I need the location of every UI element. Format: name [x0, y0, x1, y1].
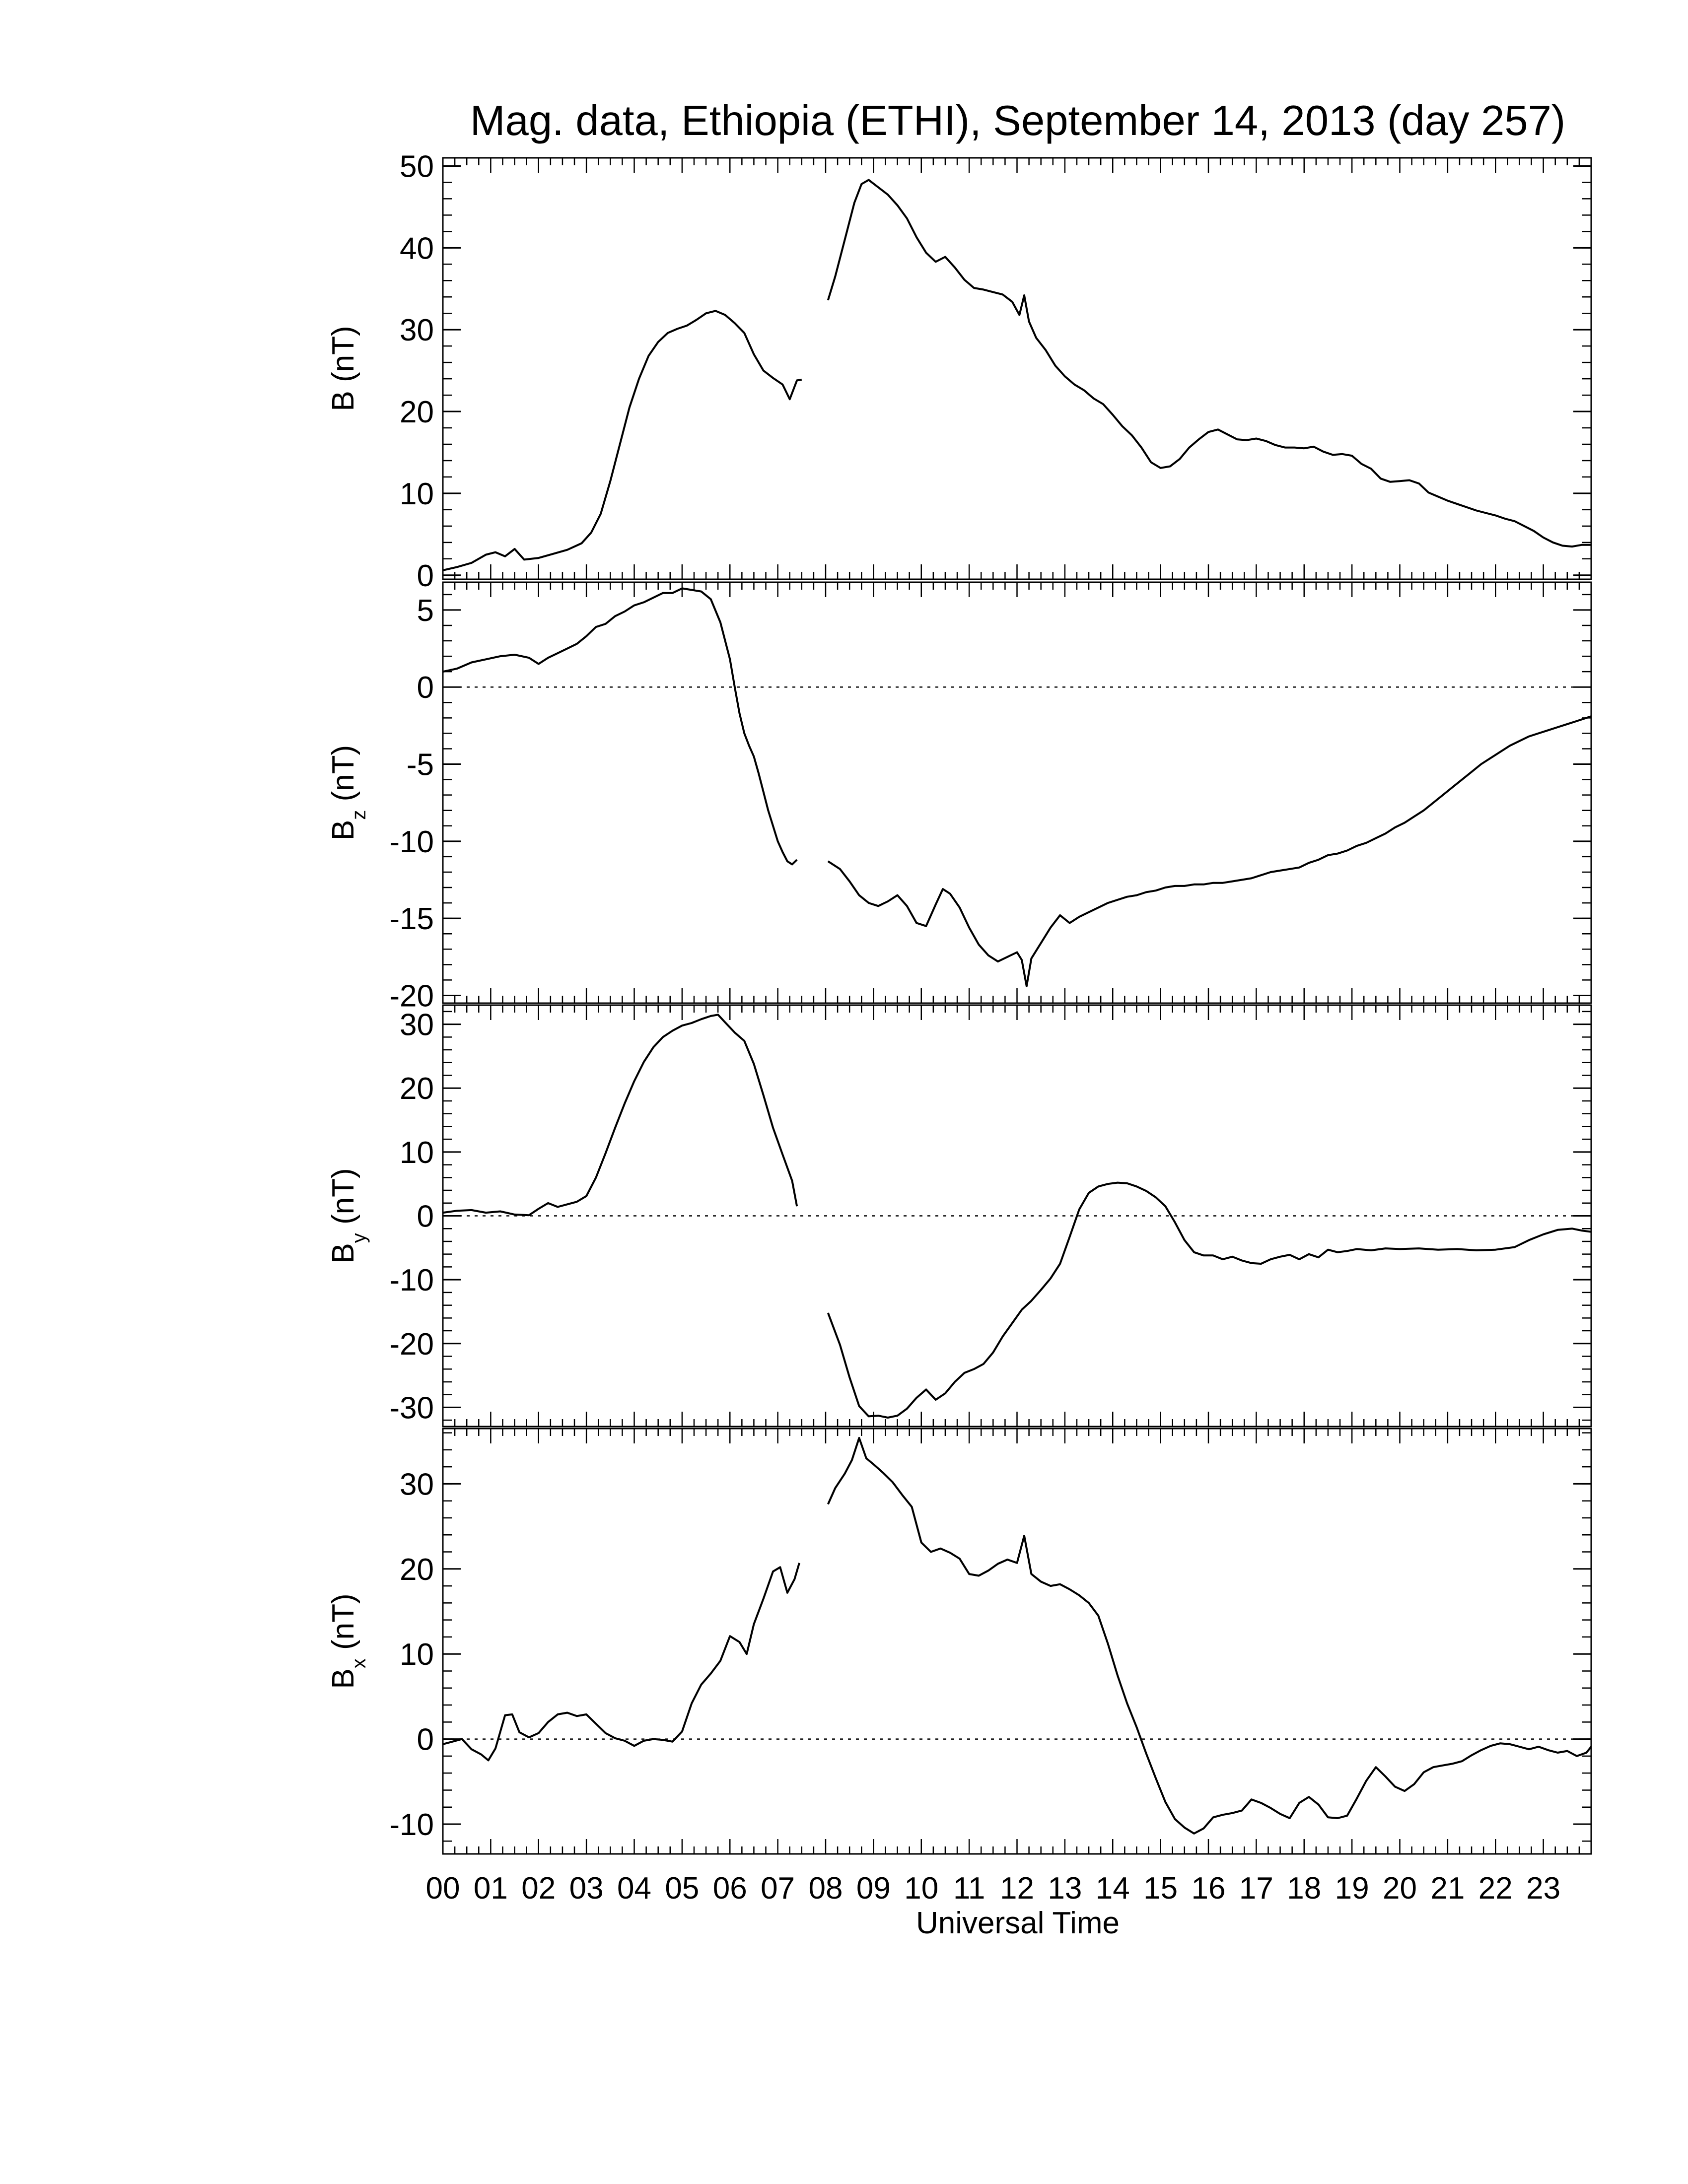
series-by-segment-2: [827, 1181, 1592, 1419]
panel-frame: [442, 581, 1592, 1004]
x-tick-labels: 00 01 02 03 04 05 06 07 08 09 10 11 12 13 14 15 16 17 18 19…: [426, 1871, 1561, 1906]
x-tick-label: 00: [426, 1871, 460, 1906]
series-bx-segment-1: [442, 1563, 800, 1762]
x-tick-label: 20: [1383, 1871, 1417, 1906]
series-by-segment-1: [442, 1014, 798, 1217]
y-axis-label-b: B (nT): [326, 326, 360, 411]
y-tick-label: 10: [400, 477, 434, 511]
y-tick-label: 20: [400, 1553, 434, 1587]
x-tick-label: 18: [1287, 1871, 1321, 1906]
series-bz-segment-2: [827, 715, 1592, 987]
x-tick-label: 08: [809, 1871, 843, 1906]
x-tick-label: 09: [856, 1871, 891, 1906]
chart-title: Mag. data, Ethiopia (ETHI), September 14…: [470, 97, 1565, 144]
y-tick-label: 30: [400, 1008, 434, 1042]
panel-frame: [442, 157, 1592, 580]
y-tick-label: -10: [389, 1263, 434, 1297]
x-axis-label: Universal Time: [916, 1906, 1120, 1940]
x-tick-label: 22: [1478, 1871, 1513, 1906]
x-tick-label: 13: [1048, 1871, 1082, 1906]
x-tick-label: 12: [1000, 1871, 1034, 1906]
x-tick-label: 04: [617, 1871, 651, 1906]
y-tick-label: 10: [400, 1136, 434, 1170]
series-b-segment-1: [442, 310, 802, 571]
y-tick-label: -20: [389, 1327, 434, 1362]
y-tick-label: 0: [417, 1200, 434, 1234]
y-tick-label: -30: [389, 1391, 434, 1425]
panel-by: -30 -20 -10 0 10 20 30 By (nT): [326, 1004, 1592, 1428]
y-tick-label: -5: [407, 748, 434, 782]
series-bz-segment-1: [442, 587, 798, 866]
x-tick-label: 21: [1430, 1871, 1465, 1906]
y-tick-label: 20: [400, 1072, 434, 1106]
panel-b: 0 10 20 30 40 50 B (nT): [326, 149, 1592, 593]
y-tick-label: 0: [417, 671, 434, 705]
y-tick-label: 40: [400, 231, 434, 266]
y-tick-label: -15: [389, 902, 434, 936]
x-tick-label: 16: [1192, 1871, 1226, 1906]
y-tick-label: 30: [400, 313, 434, 347]
x-tick-label: 11: [953, 1871, 985, 1906]
y-tick-label: 50: [400, 149, 434, 184]
y-tick-label: 30: [400, 1467, 434, 1502]
x-tick-label: 19: [1335, 1871, 1369, 1906]
x-tick-label: 23: [1526, 1871, 1560, 1906]
y-tick-label: -20: [389, 979, 434, 1013]
panel-frame: [442, 1428, 1592, 1855]
y-tick-label: 0: [417, 559, 434, 593]
x-tick-label: 17: [1239, 1871, 1273, 1906]
y-tick-label: 10: [400, 1638, 434, 1672]
series-b-segment-2: [827, 179, 1591, 548]
x-tick-label: 03: [569, 1871, 604, 1906]
x-tick-label: 14: [1096, 1871, 1130, 1906]
series-bx-segment-2: [827, 1436, 1592, 1835]
x-tick-label: 07: [761, 1871, 795, 1906]
y-tick-label: 0: [417, 1723, 434, 1757]
x-tick-label: 01: [474, 1871, 508, 1906]
panel-bz: -20 -15 -10 -5 0 5 Bz (nT): [326, 581, 1592, 1013]
y-axis-label-bx: Bx (nT): [326, 1593, 370, 1689]
y-axis-label-bz: Bz (nT): [326, 745, 370, 840]
x-tick-label: 15: [1143, 1871, 1178, 1906]
x-tick-label: 06: [713, 1871, 747, 1906]
y-axis-label-by: By (nT): [326, 1168, 370, 1263]
x-tick-label: 05: [665, 1871, 699, 1906]
x-tick-label: 10: [904, 1871, 938, 1906]
x-tick-label: 02: [521, 1871, 556, 1906]
panel-bx: -10 0 10 20 30 Bx (nT): [326, 1428, 1592, 1855]
y-tick-label: 20: [400, 395, 434, 429]
y-tick-label: 5: [417, 594, 434, 628]
y-tick-label: -10: [389, 825, 434, 859]
y-tick-label: -10: [389, 1808, 434, 1842]
